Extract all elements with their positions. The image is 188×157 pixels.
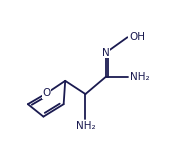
- Text: NH₂: NH₂: [76, 121, 95, 130]
- Text: OH: OH: [129, 32, 145, 42]
- Text: NH₂: NH₂: [130, 72, 149, 82]
- Text: O: O: [42, 88, 51, 98]
- Text: N: N: [102, 48, 110, 58]
